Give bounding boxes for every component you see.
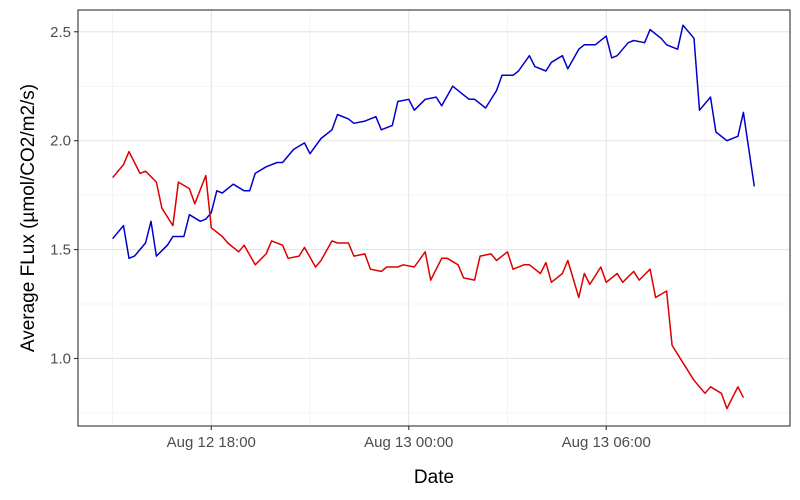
y-axis-title: Average FLux (µmol/CO2/m2/s): [18, 84, 39, 352]
y-tick-label: 2.5: [50, 24, 71, 41]
series-line-2: [112, 150, 745, 410]
series-line-1: [112, 24, 756, 260]
y-tick-label: 1.0: [50, 350, 71, 367]
x-tick-label: Aug 12 18:00: [167, 434, 256, 451]
grid: [78, 10, 790, 426]
series-layer: [112, 24, 756, 410]
x-tick-label: Aug 13 00:00: [364, 434, 453, 451]
x-axis-title: Date: [414, 467, 454, 488]
y-tick-label: 1.5: [50, 242, 71, 259]
plot-panel-border: [77, 9, 791, 427]
axes: 1.0 1.5 2.0 2.5 Aug 12 18:00 Aug 13 00:00 Aug …: [50, 24, 651, 451]
x-tick-label: Aug 13 06:00: [562, 434, 651, 451]
y-tick-label: 2.0: [50, 133, 71, 150]
